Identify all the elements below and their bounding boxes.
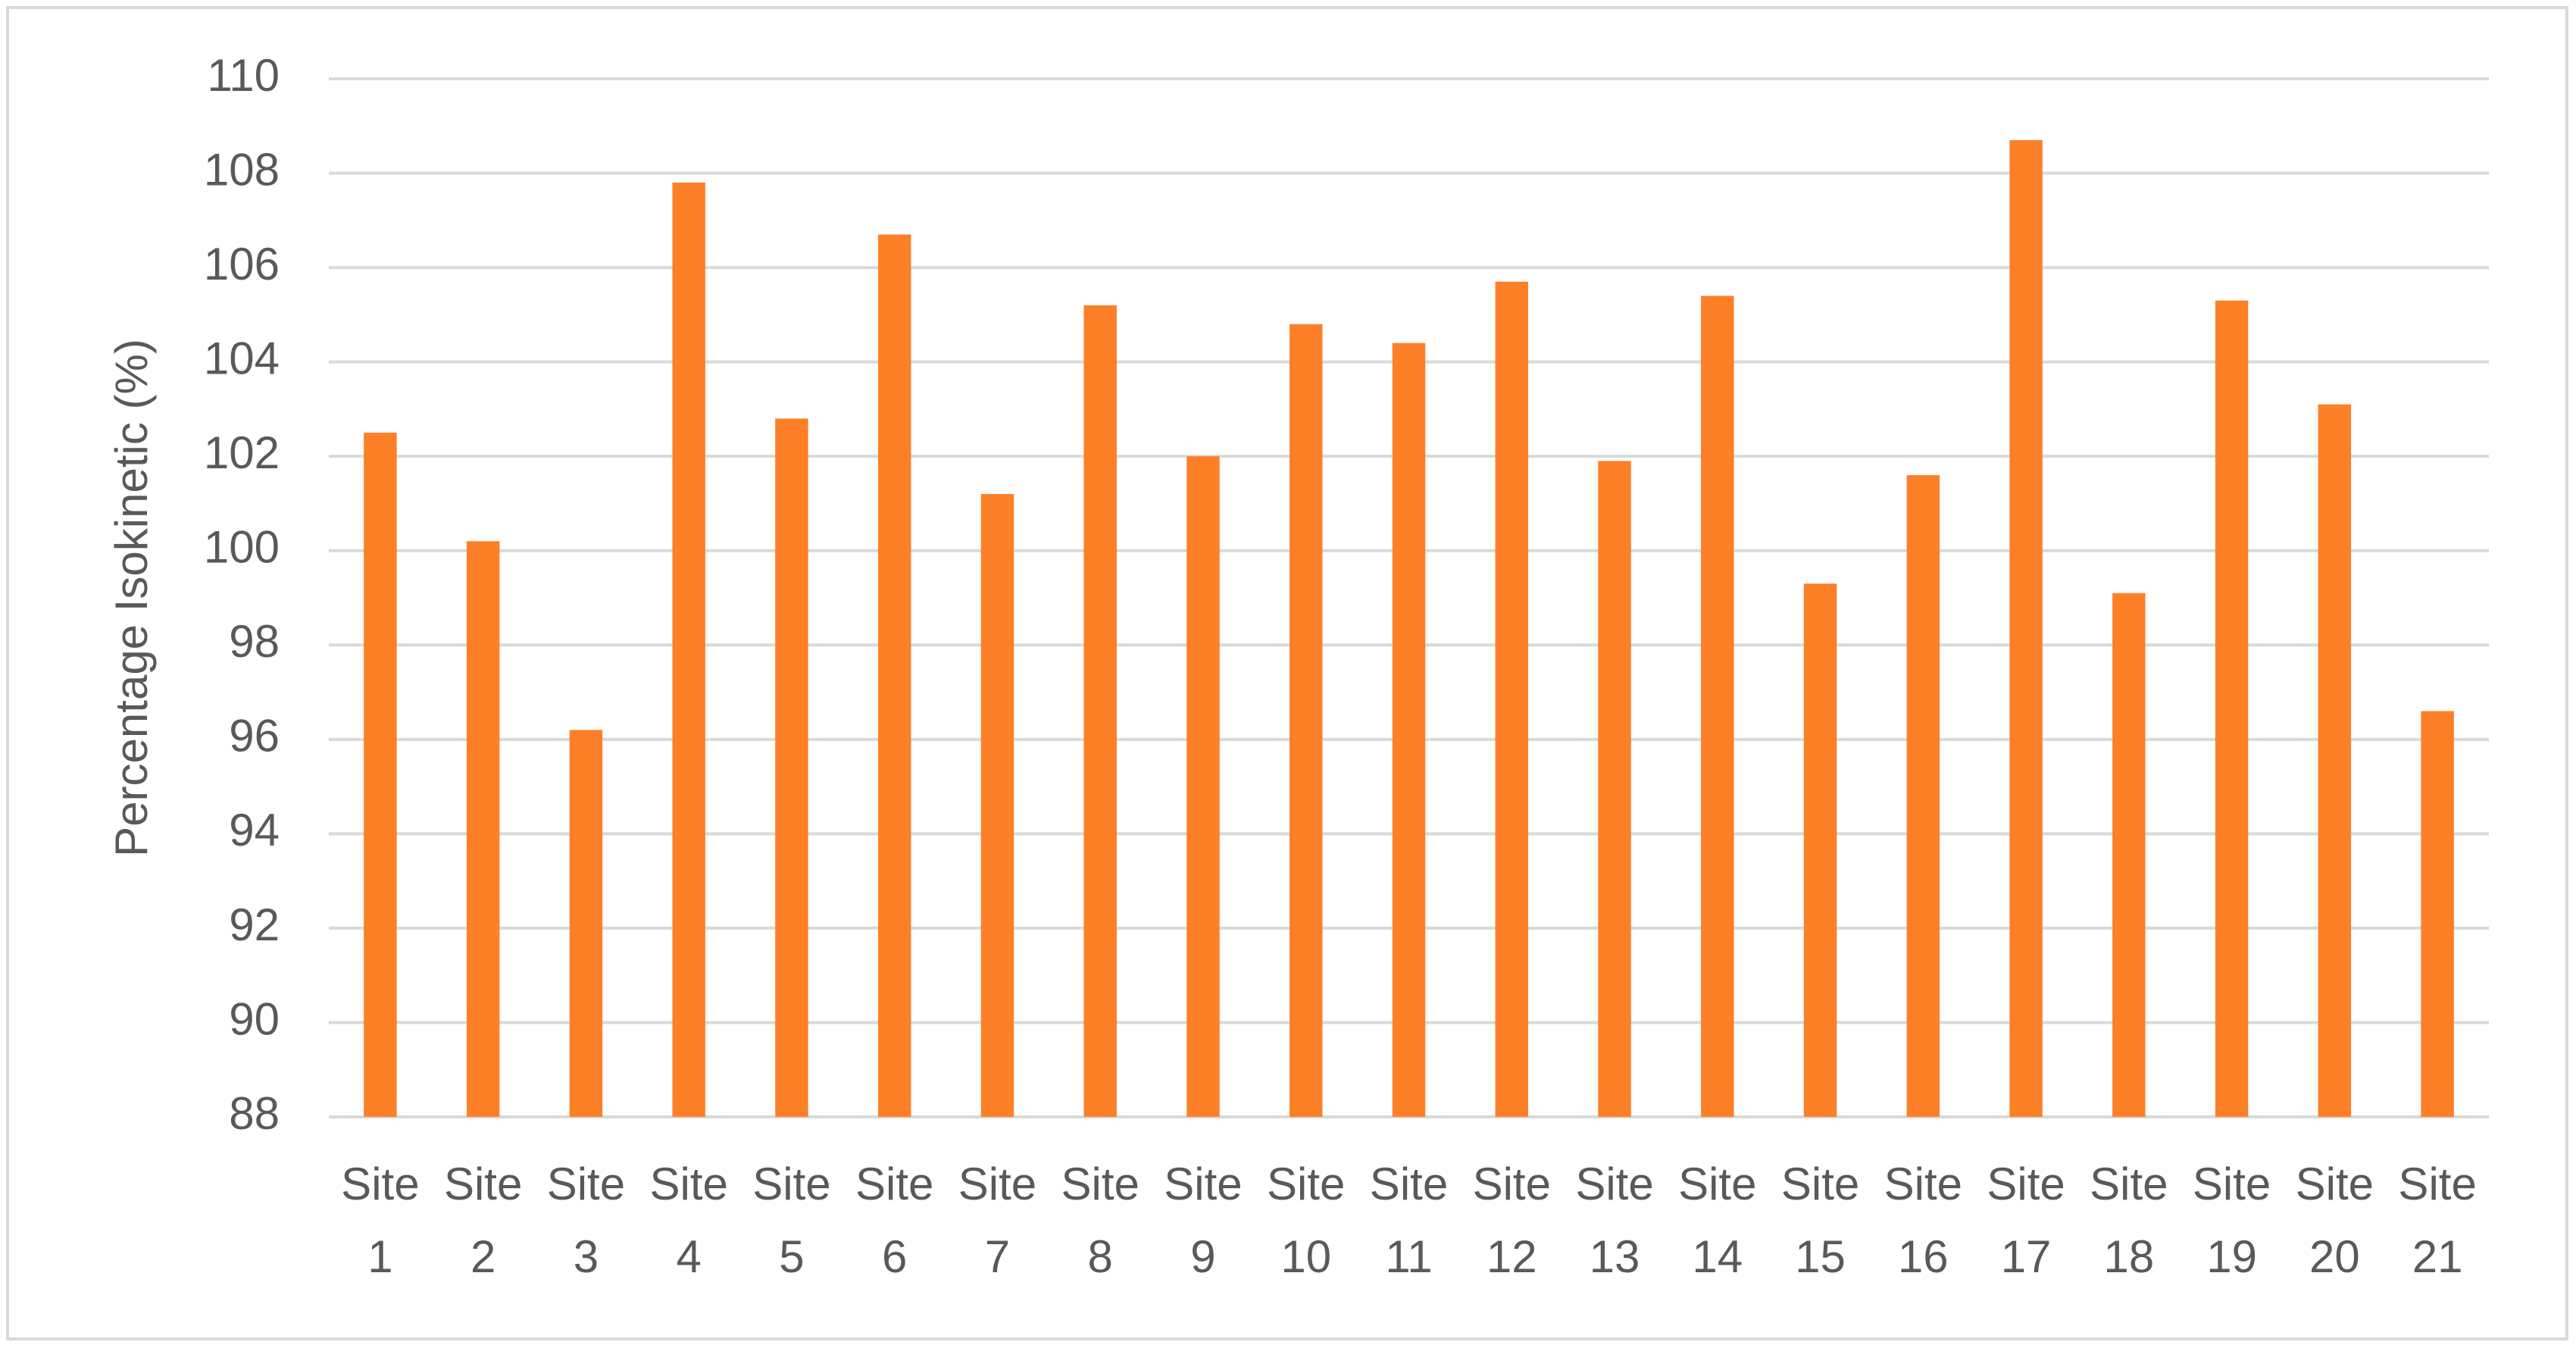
x-tick-label: Site 15	[1781, 1159, 1859, 1282]
x-tick-label: Site 14	[1678, 1159, 1756, 1282]
x-tick-label: Site 17	[1987, 1159, 2065, 1282]
bar	[1083, 305, 1117, 1118]
y-tick-label: 94	[229, 805, 280, 855]
x-tick-label: Site 7	[958, 1159, 1036, 1282]
bar	[775, 418, 808, 1117]
x-tick-label: Site 10	[1267, 1159, 1345, 1282]
y-tick-label: 104	[204, 333, 280, 383]
bar	[1803, 583, 1837, 1117]
bar	[1392, 342, 1426, 1117]
bar	[1186, 456, 1220, 1117]
bar	[2009, 139, 2043, 1117]
y-axis-label: Percentage Isokinetic (%)	[106, 339, 157, 857]
bar	[1906, 475, 1940, 1117]
y-tick-label: 90	[229, 993, 280, 1044]
x-tick-label: Site 21	[2398, 1159, 2476, 1282]
bar	[1701, 296, 1734, 1117]
bar	[1598, 461, 1631, 1117]
x-tick-label: Site 3	[547, 1159, 625, 1282]
y-tick-label: 92	[229, 899, 280, 950]
x-tick-label: Site 16	[1884, 1159, 1962, 1282]
bar	[1290, 324, 1323, 1118]
y-tick-label: 102	[204, 427, 280, 478]
bar	[2112, 593, 2146, 1117]
bar	[569, 730, 603, 1117]
x-tick-label: Site 8	[1061, 1159, 1140, 1282]
x-tick-label: Site 2	[444, 1159, 522, 1282]
y-tick-label: 106	[204, 239, 280, 289]
x-tick-label: Site 5	[752, 1159, 830, 1282]
x-tick-label: Site 12	[1473, 1159, 1551, 1282]
x-tick-label: Site 13	[1575, 1159, 1653, 1282]
y-tick-label: 98	[229, 616, 280, 667]
bar	[364, 433, 397, 1117]
bar	[877, 234, 911, 1117]
bar	[2215, 300, 2249, 1117]
x-tick-label: Site 6	[855, 1159, 933, 1282]
y-tick-label: 100	[204, 522, 280, 573]
bar	[466, 541, 500, 1117]
y-tick-label: 96	[229, 711, 280, 762]
x-tick-label: Site 4	[649, 1159, 727, 1282]
x-tick-label: Site 20	[2296, 1159, 2374, 1282]
y-tick-label: 110	[207, 50, 280, 101]
bar	[980, 494, 1014, 1117]
y-tick-label: 108	[204, 144, 280, 195]
x-tick-label: Site 19	[2193, 1159, 2271, 1282]
x-tick-label: Site 9	[1164, 1159, 1242, 1282]
y-tick-label: 88	[229, 1088, 280, 1139]
x-tick-label: Site 18	[2090, 1159, 2168, 1282]
bar	[1495, 281, 1528, 1118]
bar	[2421, 711, 2454, 1117]
x-tick-label: Site 1	[341, 1159, 419, 1282]
bar	[2318, 404, 2352, 1117]
bar	[672, 183, 705, 1117]
x-tick-label: Site 11	[1370, 1159, 1448, 1282]
